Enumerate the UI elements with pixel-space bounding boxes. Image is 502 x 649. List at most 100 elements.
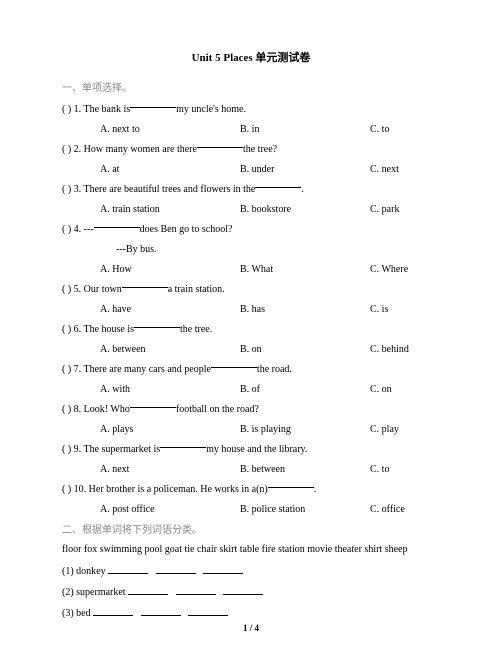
q4-opt-c: C. Where (370, 260, 440, 279)
blank (134, 320, 180, 329)
blank (197, 140, 243, 149)
question-9: ( ) 9. The supermarket is my house and t… (62, 440, 440, 459)
q9-opt-a: A. next (100, 460, 240, 479)
question-10: ( ) 10. Her brother is a policeman. He w… (62, 480, 440, 499)
q5-stem-b: a train station. (168, 280, 225, 299)
q2-opt-c: C. next (370, 160, 440, 179)
q8-opt-b: B. is playing (240, 420, 370, 439)
question-4: ( ) 4. --- does Ben go to school? (62, 220, 440, 239)
q1-opt-c: C. to (370, 120, 440, 139)
q1-stem-a: ( ) 1. The bank is (62, 100, 130, 119)
q6-opt-c: C. behind (370, 340, 440, 359)
q9-stem-a: ( ) 9. The supermarket is (62, 440, 160, 459)
q4-opt-b: B. What (240, 260, 370, 279)
q5-opt-b: B. has (240, 300, 370, 319)
section-1-heading: 一、单项选择。 (62, 79, 440, 98)
fill-2-label: (2) supermarket (62, 587, 128, 598)
q9-stem-b: my house and the library. (206, 440, 307, 459)
blank (94, 220, 140, 229)
q10-stem-a: ( ) 10. Her brother is a policeman. He w… (62, 480, 268, 499)
q2-stem-b: the tree? (243, 140, 277, 159)
q1-stem-b: my uncle's home. (176, 100, 246, 119)
question-4-sub: ---By bus. (62, 240, 440, 259)
blank (130, 100, 176, 109)
q3-stem-a: ( ) 3. There are beautiful trees and flo… (62, 180, 255, 199)
q3-opt-a: A. train station (100, 200, 240, 219)
question-6-options: A. between B. on C. behind (62, 340, 440, 359)
question-2: ( ) 2. How many women are there the tree… (62, 140, 440, 159)
blank (93, 607, 133, 616)
question-9-options: A. next B. between C. to (62, 460, 440, 479)
q2-stem-a: ( ) 2. How many women are there (62, 140, 197, 159)
q7-opt-b: B. of (240, 380, 370, 399)
question-5-options: A. have B. has C. is (62, 300, 440, 319)
blank (188, 607, 228, 616)
q10-opt-c: C. office (370, 500, 440, 519)
blank (130, 400, 176, 409)
blank (268, 480, 314, 489)
q7-stem-a: ( ) 7. There are many cars and people (62, 360, 211, 379)
question-7: ( ) 7. There are many cars and people th… (62, 360, 440, 379)
blank (203, 565, 243, 574)
question-8: ( ) 8. Look! Who football on the road? (62, 400, 440, 419)
fill-3-label: (3) bed (62, 608, 93, 619)
blank (211, 360, 257, 369)
blank (141, 607, 181, 616)
q2-opt-b: B. under (240, 160, 370, 179)
question-1: ( ) 1. The bank is my uncle's home. (62, 100, 440, 119)
q3-opt-c: C. park (370, 200, 440, 219)
q5-opt-a: A. have (100, 300, 240, 319)
q7-opt-c: C. on (370, 380, 440, 399)
question-4-options: A. How B. What C. Where (62, 260, 440, 279)
page-number: 1 / 4 (0, 623, 502, 633)
fill-1-label: (1) donkey (62, 566, 108, 577)
q3-stem-b: . (301, 180, 304, 199)
page-container: Unit 5 Places 单元测试卷 一、单项选择。 ( ) 1. The b… (0, 0, 502, 623)
q1-opt-a: A. next to (100, 120, 240, 139)
fill-1: (1) donkey (62, 562, 440, 581)
q8-stem-b: football on the road? (176, 400, 259, 419)
question-3: ( ) 3. There are beautiful trees and flo… (62, 180, 440, 199)
q6-opt-b: B. on (240, 340, 370, 359)
q10-opt-b: B. police station (240, 500, 370, 519)
q10-stem-b: . (314, 480, 317, 499)
q4-stem-a: ( ) 4. --- (62, 220, 94, 239)
blank (156, 565, 196, 574)
blank (122, 280, 168, 289)
q5-opt-c: C. is (370, 300, 440, 319)
question-3-options: A. train station B. bookstore C. park (62, 200, 440, 219)
q7-opt-a: A. with (100, 380, 240, 399)
q10-opt-a: A. post office (100, 500, 240, 519)
blank (176, 586, 216, 595)
q7-stem-b: the road. (257, 360, 292, 379)
q8-stem-a: ( ) 8. Look! Who (62, 400, 130, 419)
question-5: ( ) 5. Our town a train station. (62, 280, 440, 299)
blank (128, 586, 168, 595)
question-2-options: A. at B. under C. next (62, 160, 440, 179)
question-10-options: A. post office B. police station C. offi… (62, 500, 440, 519)
q9-opt-c: C. to (370, 460, 440, 479)
blank (108, 565, 148, 574)
q9-opt-b: B. between (240, 460, 370, 479)
q3-opt-b: B. bookstore (240, 200, 370, 219)
question-6: ( ) 6. The house is the tree. (62, 320, 440, 339)
q8-opt-a: A. plays (100, 420, 240, 439)
q2-opt-a: A. at (100, 160, 240, 179)
question-8-options: A. plays B. is playing C. play (62, 420, 440, 439)
q1-opt-b: B. in (240, 120, 370, 139)
question-7-options: A. with B. of C. on (62, 380, 440, 399)
section-2-heading: 二、根据单词将下列词语分类。 (62, 521, 440, 540)
q6-stem-a: ( ) 6. The house is (62, 320, 134, 339)
question-1-options: A. next to B. in C. to (62, 120, 440, 139)
fill-2: (2) supermarket (62, 583, 440, 602)
q4-opt-a: A. How (100, 260, 240, 279)
q4-stem-b: does Ben go to school? (140, 220, 233, 239)
fill-3: (3) bed (62, 604, 440, 623)
blank (160, 440, 206, 449)
test-title: Unit 5 Places 单元测试卷 (62, 48, 440, 69)
blank (255, 180, 301, 189)
word-list: floor fox swimming pool goat tie chair s… (62, 542, 440, 558)
blank (223, 586, 263, 595)
q6-stem-b: the tree. (180, 320, 212, 339)
q6-opt-a: A. between (100, 340, 240, 359)
